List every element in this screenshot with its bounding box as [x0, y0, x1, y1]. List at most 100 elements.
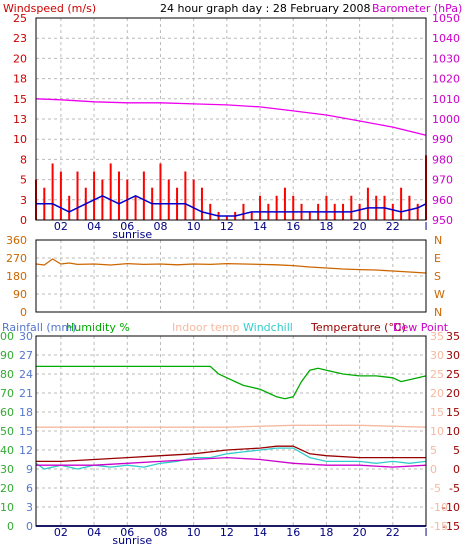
- compass-y-tick-label: W: [434, 288, 445, 301]
- indoor-temp-y-tick-label: -10: [430, 501, 448, 514]
- windspeed-y-tick-label: 5: [20, 174, 27, 187]
- rainfall-y-tick-label: 18: [19, 406, 33, 419]
- panel3-x-tick-label: 20: [353, 526, 367, 539]
- panel3-x-tick-label: 10: [187, 526, 201, 539]
- rainfall-y-tick-label: 24: [19, 368, 33, 381]
- panel1-x-tick-label: 20: [353, 220, 367, 233]
- windspeed-average-line: [36, 194, 427, 217]
- windspeed-y-tick-label: 20: [13, 52, 27, 65]
- humidity-y-tick-label: 30: [0, 463, 14, 476]
- temperature-y-tick-label: 25: [446, 368, 460, 381]
- windspeed-axis-label: Windspeed (m/s): [3, 2, 96, 15]
- indoor-temp-y-tick-label: -5: [430, 482, 441, 495]
- indoor-temp-y-tick-label: 30: [430, 349, 444, 362]
- temperature-y-tick-label: 0: [453, 463, 460, 476]
- windspeed-y-tick-label: 13: [13, 113, 27, 126]
- rainfall-y-tick-label: 27: [19, 349, 33, 362]
- plots-layer: 0358101315182023259509609709809901000101…: [0, 12, 460, 547]
- panel1-x-tick-label: l: [424, 220, 427, 233]
- barometer-y-tick-label: 1010: [432, 93, 460, 106]
- temperature-header-label: Temperature (°C): [310, 321, 406, 334]
- panel1-x-tick-label: 04: [87, 220, 101, 233]
- panel3-sunrise-label: sunrise: [112, 534, 152, 547]
- rainfall-y-tick-label: 12: [19, 444, 33, 457]
- windspeed-y-tick-label: 10: [13, 133, 27, 146]
- dew-point-line: [36, 456, 427, 468]
- panel3-frame: [35, 335, 427, 527]
- panel3-x-tick-label: 16: [286, 526, 300, 539]
- rainfall-y-tick-label: 15: [19, 425, 33, 438]
- humidity-y-tick-label: 100: [0, 330, 14, 343]
- windchill-header-label: Windchill: [243, 321, 293, 334]
- indoor-temp-y-tick-label: 20: [430, 387, 444, 400]
- panel1-x-tick-label: 12: [220, 220, 234, 233]
- humidity-y-tick-label: 80: [0, 368, 14, 381]
- wind-direction-y-tick-label: 90: [13, 288, 27, 301]
- barometer-y-tick-label: 1050: [432, 12, 460, 25]
- humidity-y-tick-label: 20: [0, 482, 14, 495]
- panel3-x-tick-label: l: [424, 526, 427, 539]
- barometer-y-tick-label: 970: [432, 174, 453, 187]
- rainfall-y-tick-label: 9: [26, 463, 33, 476]
- windspeed-y-tick-label: 0: [20, 214, 27, 227]
- rainfall-y-tick-label: 3: [26, 501, 33, 514]
- indoor-temp-header-label: Indoor temp: [172, 321, 239, 334]
- panel1-x-tick-label: 08: [153, 220, 167, 233]
- rainfall-y-tick-label: 21: [19, 387, 33, 400]
- compass-y-tick-label: E: [434, 252, 441, 265]
- indoor-temp-y-tick-label: 35: [430, 330, 444, 343]
- humidity-y-tick-label: 40: [0, 444, 14, 457]
- panel1-x-tick-label: 14: [253, 220, 267, 233]
- temperature-y-tick-label: 10: [446, 425, 460, 438]
- wind-direction-y-tick-label: 360: [6, 234, 27, 247]
- chart-title: 24 hour graph day : 28 February 2008: [160, 2, 371, 15]
- rainfall-y-tick-label: 6: [26, 482, 33, 495]
- barometer-y-tick-label: 1020: [432, 73, 460, 86]
- panel1-x-tick-label: 10: [187, 220, 201, 233]
- panel3-x-tick-label: 12: [220, 526, 234, 539]
- wind-direction-line: [35, 258, 427, 274]
- wind-direction-y-tick-label: 180: [6, 270, 27, 283]
- humidity-y-tick-label: 10: [0, 501, 14, 514]
- dewpoint-header-label: Dew Point: [393, 321, 449, 334]
- panel1-x-tick-label: 18: [319, 220, 333, 233]
- wind-direction-y-tick-label: 270: [6, 252, 27, 265]
- barometer-y-tick-label: 980: [432, 153, 453, 166]
- compass-y-tick-label: N: [434, 234, 442, 247]
- barometer-axis-label: Barometer (hPa): [372, 2, 462, 15]
- indoor-temp-y-tick-label: 25: [430, 368, 444, 381]
- barometer-y-tick-label: 990: [432, 133, 453, 146]
- humidity-y-tick-label: 70: [0, 387, 14, 400]
- panel2-frame: [35, 239, 427, 313]
- humidity-line: [36, 365, 427, 400]
- barometer-y-tick-label: 950: [432, 214, 453, 227]
- temperature-c-line: [36, 445, 426, 463]
- windspeed-y-tick-label: 15: [13, 93, 27, 106]
- wind-direction-y-tick-label: 0: [20, 306, 27, 319]
- temperature-y-tick-label: 30: [446, 349, 460, 362]
- panel3-x-tick-label: 14: [253, 526, 267, 539]
- humidity-y-tick-label: 90: [0, 349, 14, 362]
- panel3-x-tick-label: 08: [153, 526, 167, 539]
- temperature-y-tick-label: -15: [442, 520, 460, 533]
- panel3-x-tick-label: 02: [54, 526, 68, 539]
- panel1-frame: [35, 17, 427, 221]
- compass-y-tick-label: S: [434, 270, 441, 283]
- humidity-y-tick-label: 0: [7, 520, 14, 533]
- panel3-x-tick-label: 06: [120, 526, 134, 539]
- panel1-x-tick-label: 22: [386, 220, 400, 233]
- humidity-y-tick-label: 50: [0, 425, 14, 438]
- indoor-temp-line: [36, 424, 427, 428]
- windspeed-y-tick-label: 3: [20, 194, 27, 207]
- temperature-y-tick-label: -5: [449, 482, 460, 495]
- temperature-y-tick-label: -10: [442, 501, 460, 514]
- indoor-temp-y-tick-label: 10: [430, 425, 444, 438]
- panel1-x-tick-label: 16: [286, 220, 300, 233]
- windspeed-y-tick-label: 8: [20, 153, 27, 166]
- compass-y-tick-label: N: [434, 306, 442, 319]
- rainfall-y-tick-label: 0: [26, 520, 33, 533]
- humidity-header-label: Humidity %: [66, 321, 130, 334]
- humidity-y-tick-label: 60: [0, 406, 14, 419]
